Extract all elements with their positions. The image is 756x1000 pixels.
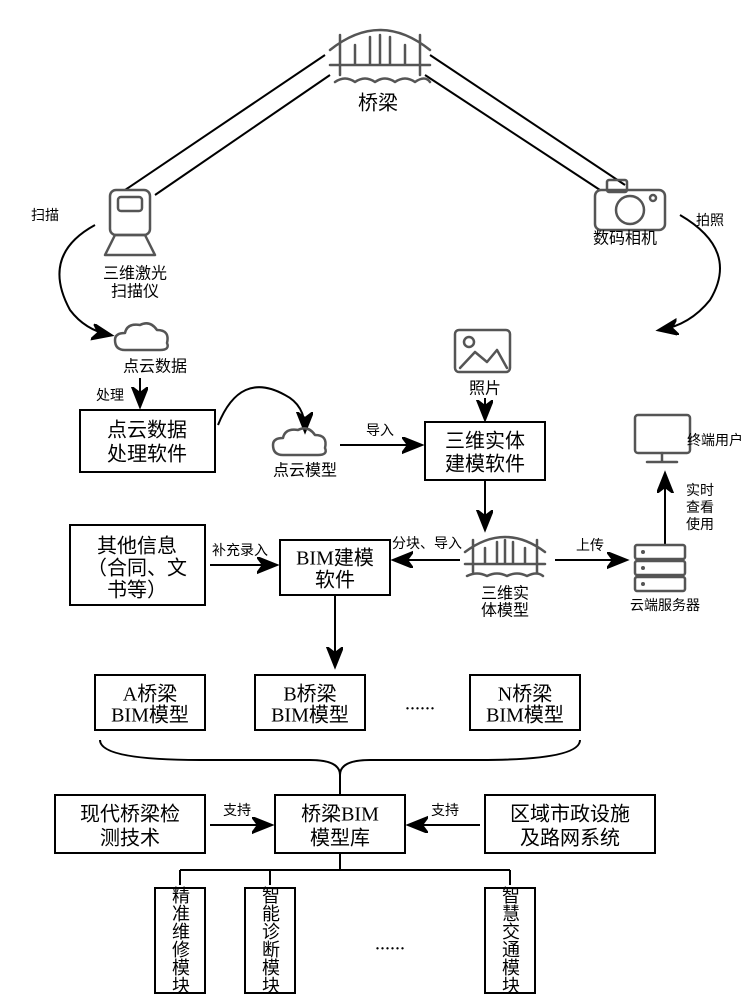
dots-1: ...... (405, 693, 435, 715)
support-l: 支持 (223, 803, 251, 819)
arrow-pcsw-to-model (218, 387, 305, 430)
other-l2: （合同、文 (87, 557, 187, 580)
scanner-icon (105, 190, 155, 255)
pc-sw-l2: 处理软件 (107, 443, 187, 466)
bim-a-l2: BIM模型 (111, 704, 189, 727)
mod2-l: 智能诊断模块 (260, 886, 280, 994)
terminal-label: 终端用户 (687, 432, 743, 449)
bridge-label: 桥梁 (358, 92, 398, 115)
scanner-label-2: 扫描仪 (111, 283, 159, 301)
solid-model-l1: 三维实 (481, 585, 529, 603)
solid-sw-l2: 建模软件 (445, 453, 525, 476)
supplement-label: 补充录入 (212, 543, 268, 559)
camera-icon (595, 180, 665, 230)
photo-arrow (660, 215, 720, 330)
bim-sw-l1: BIM建模 (296, 547, 374, 570)
pc-sw-l1: 点云数据 (107, 419, 187, 442)
ray-right-1 (430, 55, 625, 185)
view-l2: 查看 (686, 500, 714, 516)
bim-sw-l2: 软件 (315, 569, 355, 592)
regional-l2: 及路网系统 (520, 827, 620, 850)
other-l3: 书等） (107, 579, 167, 602)
import-label: 导入 (366, 424, 394, 439)
mod1-l: 精准维修模块 (170, 886, 190, 994)
lib-l1: 桥梁BIM (301, 803, 379, 826)
photo-action-label: 拍照 (696, 213, 724, 229)
ray-right-2 (425, 75, 600, 190)
pc-model-label: 点云模型 (273, 462, 337, 480)
ray-left-1 (125, 55, 325, 190)
monitor-icon (635, 415, 690, 462)
view-l3: 使用 (686, 516, 714, 533)
bim-b-l2: BIM模型 (271, 704, 349, 727)
process-label: 处理 (96, 388, 124, 404)
bridge-model-icon (465, 537, 545, 576)
modern-l1: 现代桥梁检 (80, 803, 180, 826)
regional-l1: 区域市政设施 (510, 803, 630, 826)
solid-model-l2: 体模型 (481, 602, 529, 620)
upload-label: 上传 (576, 538, 604, 554)
solid-sw-l1: 三维实体 (445, 430, 525, 453)
camera-label: 数码相机 (593, 230, 657, 248)
cloud-icon-2 (273, 428, 326, 455)
split-label: 分块、导入 (392, 536, 462, 552)
bim-n-l1: N桥梁 (498, 683, 552, 706)
bracket (100, 740, 580, 775)
cloud-icon-1 (115, 323, 168, 350)
photo-label: 照片 (469, 380, 501, 398)
support-r: 支持 (431, 803, 459, 819)
scan-label: 扫描 (31, 208, 59, 224)
other-l1: 其他信息 (97, 535, 177, 558)
bridge-icon (330, 30, 430, 82)
pointcloud-data-label: 点云数据 (123, 358, 187, 376)
ray-left-2 (155, 75, 330, 195)
bim-b-l1: B桥梁 (283, 683, 336, 706)
server-icon (635, 545, 685, 591)
modern-l2: 测技术 (100, 827, 160, 850)
server-label: 云端服务器 (630, 598, 700, 614)
view-l1: 实时 (686, 483, 714, 499)
mod3-l: 智慧交通模块 (500, 886, 520, 994)
photo-icon (455, 330, 510, 372)
lib-l2: 模型库 (310, 827, 370, 850)
bim-n-l2: BIM模型 (486, 704, 564, 727)
bim-a-l1: A桥梁 (123, 683, 177, 706)
scanner-label-1: 三维激光 (103, 265, 167, 283)
dots-2: ...... (375, 933, 405, 955)
